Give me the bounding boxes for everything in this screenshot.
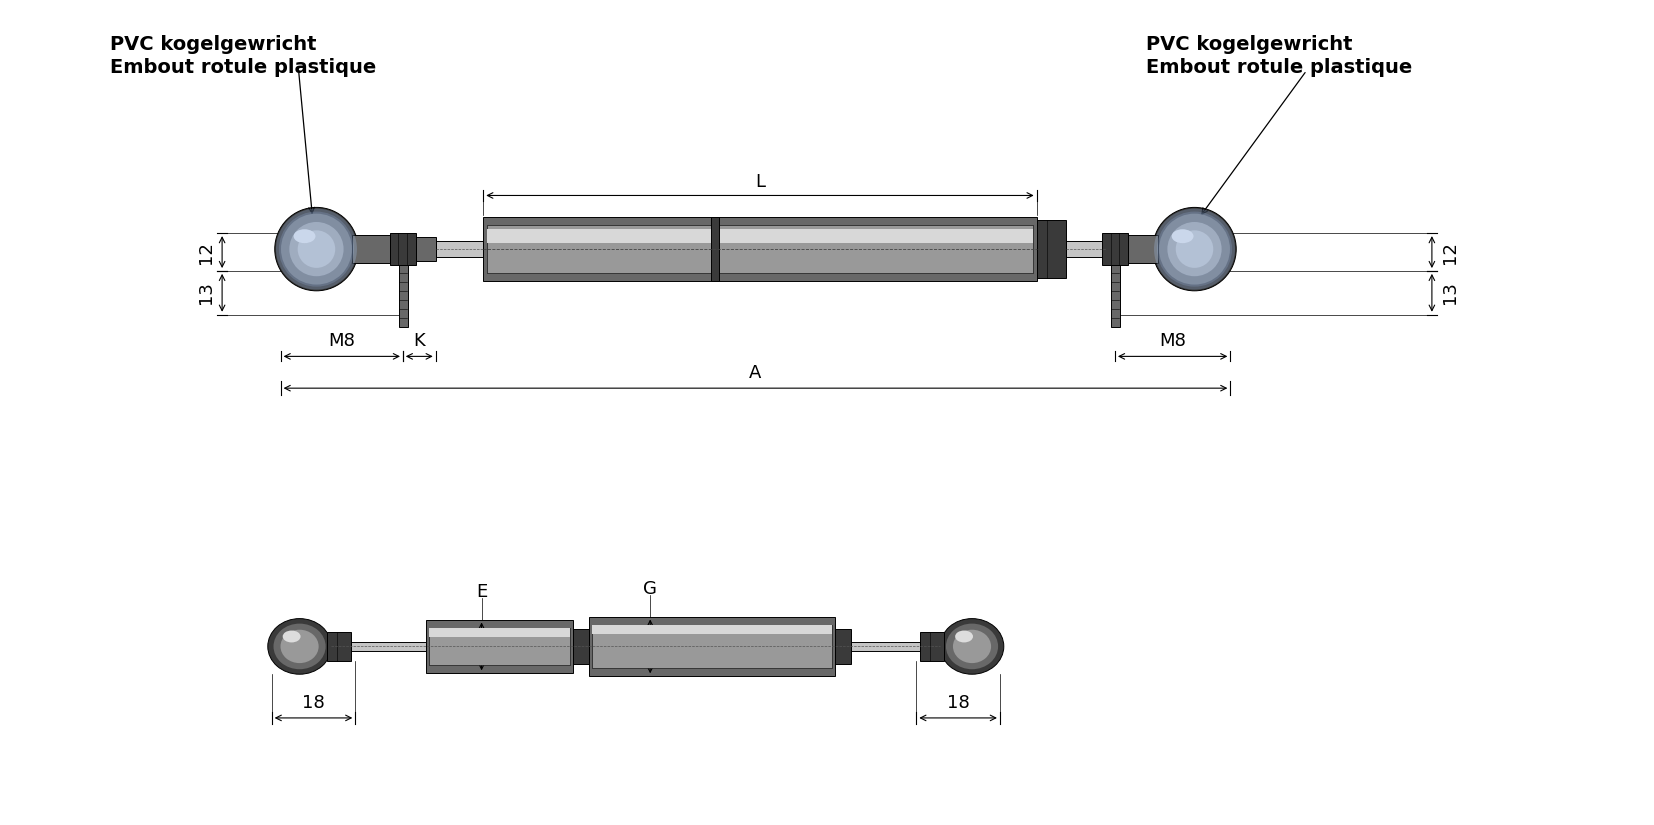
Ellipse shape [273, 624, 326, 669]
Ellipse shape [939, 619, 1004, 674]
Text: PVC kogelgewricht: PVC kogelgewricht [109, 35, 316, 54]
Circle shape [289, 222, 344, 276]
Circle shape [1159, 214, 1231, 285]
Bar [428, 628, 569, 638]
Circle shape [1154, 209, 1236, 290]
Text: 12: 12 [197, 241, 215, 263]
Ellipse shape [1171, 229, 1194, 243]
Text: 13: 13 [1441, 281, 1459, 304]
Ellipse shape [283, 630, 301, 643]
Bar [711, 217, 719, 281]
Text: 12: 12 [1441, 241, 1459, 263]
Bar [390, 233, 415, 265]
Circle shape [276, 209, 357, 290]
Text: K: K [414, 332, 425, 351]
Bar [428, 628, 569, 665]
Bar [1102, 233, 1128, 265]
Text: A: A [749, 365, 762, 382]
Bar [327, 631, 351, 662]
Text: L: L [754, 172, 764, 191]
Text: E: E [476, 582, 488, 601]
Bar [1128, 235, 1158, 263]
Bar [425, 620, 572, 673]
Ellipse shape [268, 619, 331, 674]
Text: 18: 18 [303, 694, 324, 712]
Bar [483, 217, 1037, 281]
Text: G: G [643, 580, 657, 598]
Bar [572, 629, 589, 664]
Bar [835, 629, 850, 664]
Bar [592, 625, 832, 634]
Ellipse shape [946, 624, 997, 669]
Circle shape [275, 207, 359, 291]
Text: M8: M8 [1159, 332, 1186, 351]
Bar [920, 631, 944, 662]
Circle shape [1168, 222, 1222, 276]
Circle shape [1156, 211, 1232, 286]
Ellipse shape [953, 629, 991, 663]
Circle shape [1176, 230, 1214, 268]
Bar [592, 625, 832, 668]
Text: Embout rotule plastique: Embout rotule plastique [109, 58, 375, 77]
Ellipse shape [294, 229, 316, 243]
Circle shape [298, 230, 336, 268]
Ellipse shape [281, 629, 319, 663]
Text: 13: 13 [197, 281, 215, 304]
Text: Embout rotule plastique: Embout rotule plastique [1146, 58, 1413, 77]
Ellipse shape [954, 630, 973, 643]
Bar [435, 241, 483, 257]
Bar [1111, 265, 1120, 327]
Bar [488, 225, 1032, 273]
Circle shape [281, 214, 352, 285]
Bar [589, 616, 835, 676]
Text: PVC kogelgewricht: PVC kogelgewricht [1146, 35, 1353, 54]
Text: 18: 18 [946, 694, 969, 712]
Circle shape [1153, 207, 1236, 291]
Bar [351, 643, 425, 652]
Circle shape [280, 211, 354, 286]
Bar [415, 238, 435, 261]
Bar [488, 229, 1032, 243]
Bar [1037, 220, 1067, 278]
Bar [1067, 241, 1107, 257]
Text: M8: M8 [329, 332, 356, 351]
Bar [352, 235, 390, 263]
Bar [399, 265, 409, 327]
Bar [850, 643, 920, 652]
